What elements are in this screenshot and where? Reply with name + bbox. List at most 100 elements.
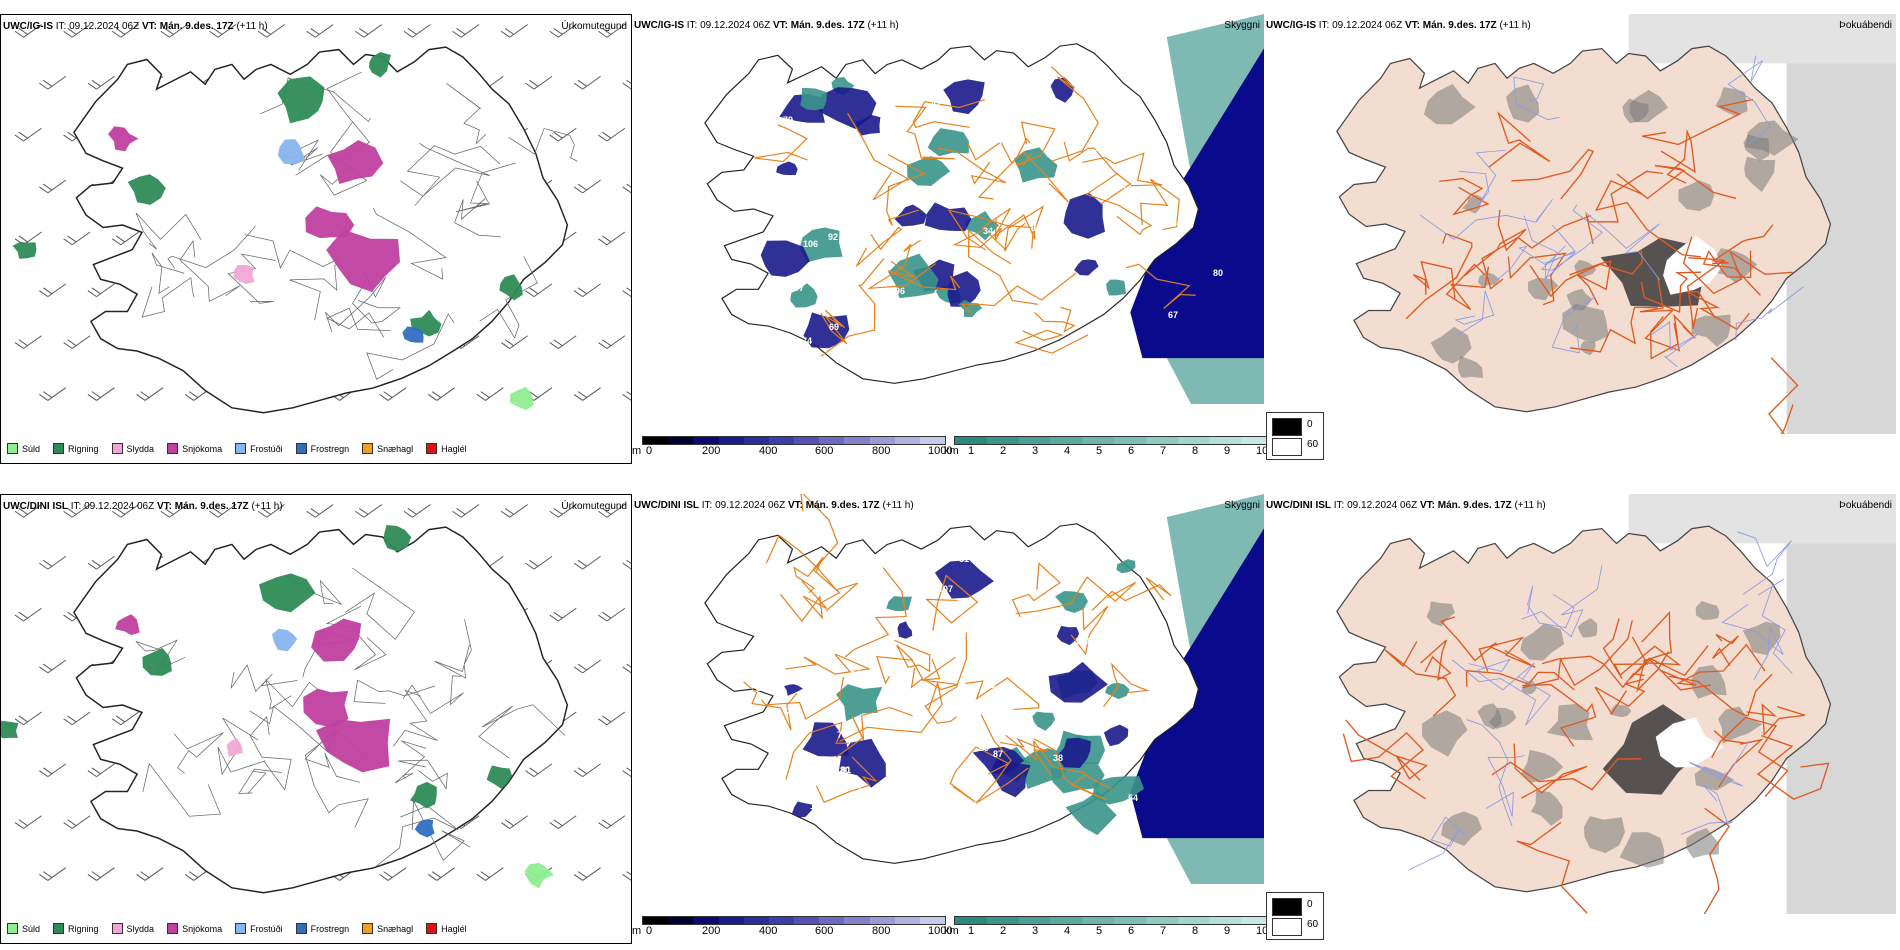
init-time: IT: 09.12.2024 06Z [1318,20,1403,31]
visibility-value: 68 [811,152,822,162]
colorbar-tick: 1 [968,445,975,457]
colorbar-tick: 400 [759,925,778,937]
lead-time: (+11 h) [1514,500,1546,511]
init-time: IT: 09.12.2024 06Z [686,20,771,31]
legend-swatch [362,923,374,934]
visibility-value: 81 [841,765,852,775]
visibility-value: 130 [1094,143,1110,153]
visibility-value: 57 [795,717,806,727]
colorbar-tick: 800 [872,445,891,457]
colorbar-tick: 7 [1160,445,1167,457]
visibility-value: 81 [959,554,970,564]
colorbar-tick: 5 [1096,925,1103,937]
visibility-value: 127 [988,611,1004,621]
visibility-value: 120 [1056,722,1072,732]
visibility-value: 169 [1075,636,1091,646]
precip-panel-title: UWC/DINI ISL IT: 09.12.2024 06Z VT: Mán.… [3,501,283,512]
visibility-value: 96 [888,243,899,253]
init-time: IT: 09.12.2024 06Z [70,501,155,512]
visibility-value: 59 [992,673,1003,683]
visibility-colorbar: km 1 2 3 4 5 6 7 8 9 10 [944,436,1274,460]
legend-item: Snæhagl [362,443,413,454]
fog-panel: UWC/DINI ISL IT: 09.12.2024 06Z VT: Mán.… [1264,494,1896,944]
colorbar-tick: 400 [759,445,778,457]
legend-swatch [295,923,307,934]
visibility-value: 111 [1143,368,1158,378]
legend-label: Rigning [68,923,99,934]
colorbar-tick: 0 [646,925,653,937]
lead-time: (+11 h) [236,21,268,32]
visibility-colorbar-unit: km [944,445,959,457]
visibility-value: 25 [1116,345,1127,355]
legend-label: Rigning [68,443,99,454]
legend-item: Haglél [426,923,467,934]
visibility-colorbar-unit: km [944,925,959,937]
visibility-value: 52 [850,667,861,677]
legend-label: Súld [22,443,41,454]
visibility-value: 80 [1172,218,1183,228]
precip-panel-title: UWC/IG-IS IT: 09.12.2024 06Z VT: Mán. 9.… [3,21,268,32]
legend-label: Frostúði [250,923,283,934]
legend-swatch [362,443,374,454]
colorbar-tick: 800 [872,925,891,937]
valid-time: VT: Mán. 9.des. 17Z [156,501,249,512]
visibility-value: 63 [811,204,822,214]
fog-key: 0 60 [1266,892,1324,940]
colorbar-tick: 3 [1032,925,1039,937]
fog-key-label: 0 [1307,419,1313,430]
legend-item: Slydda [111,443,155,454]
colorbar-tick: 600 [815,925,834,937]
vis-field-name: Skyggni [1224,500,1260,511]
legend-swatch [53,443,65,454]
valid-time: VT: Mán. 9.des. 17Z [1419,500,1512,511]
colorbar-tick: 600 [815,445,834,457]
lead-time: (+11 h) [867,20,899,31]
legend-label: Haglél [441,443,467,454]
colorbar-tick: 4 [1064,445,1071,457]
vis-map [704,494,1264,884]
legend-swatch [426,443,438,454]
legend-label: Slydda [126,443,155,454]
vis-panel-title: UWC/DINI ISL IT: 09.12.2024 06Z VT: Mán.… [634,500,914,511]
legend-item: Frostregn [295,923,349,934]
fog-panel-title: UWC/DINI ISL IT: 09.12.2024 06Z VT: Mán.… [1266,500,1546,511]
legend-item: Frostúði [235,443,283,454]
visibility-value: 67 [1168,310,1179,320]
visibility-value: 46 [997,136,1008,146]
precip-map [12,24,631,414]
visibility-value: 193 [1100,237,1116,247]
legend-item: Rigning [53,923,99,934]
visibility-value: 20 [909,299,920,309]
precip-field-name: Úrkomutegund [561,21,627,32]
fog-map [1336,14,1896,434]
legend-label: Snjókoma [182,443,223,454]
visibility-value: 132 [1090,553,1106,563]
legend-label: Súld [22,923,41,934]
visibility-value: 76 [970,659,981,669]
precip-legend: Súld Rigning Slydda Snjókoma Frostúði Frostre… [7,443,480,454]
altitude-colorbar: m 0 200 400 600 800 1000 [632,916,952,940]
visibility-value: 76 [993,206,1004,216]
colorbar-tick: 6 [1128,925,1135,937]
visibility-value: 89 [979,743,990,753]
visibility-value: 103 [1108,607,1124,617]
fog-panel-title: UWC/IG-IS IT: 09.12.2024 06Z VT: Mán. 9.… [1266,20,1531,31]
init-time: IT: 09.12.2024 06Z [701,500,786,511]
precip-legend: Súld Rigning Slydda Snjókoma Frostúði Frostre… [7,923,480,934]
colorbar-tick: 4 [1064,925,1071,937]
visibility-value: 106 [803,239,819,249]
colorbar-tick: 3 [1032,445,1039,457]
valid-time: VT: Mán. 9.des. 17Z [1404,20,1497,31]
visibility-value: 30 [787,706,798,716]
visibility-value: 54 [1005,796,1016,806]
legend-swatch [7,443,18,454]
legend-item: Rigning [53,443,99,454]
colorbar-tick: 10 [1256,445,1269,457]
visibility-value: 48 [767,194,778,204]
visibility-value: 71 [1117,183,1128,193]
legend-swatch [7,923,18,934]
visibility-value: 80 [1213,268,1224,278]
visibility-colorbar: km 1 2 3 4 5 6 7 8 9 10 [944,916,1274,940]
legend-label: Haglél [441,923,467,934]
colorbar-tick: 8 [1192,925,1199,937]
